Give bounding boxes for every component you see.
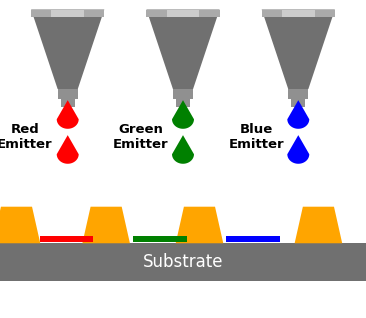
FancyBboxPatch shape xyxy=(176,89,190,107)
FancyBboxPatch shape xyxy=(262,10,335,17)
FancyBboxPatch shape xyxy=(146,10,220,17)
FancyBboxPatch shape xyxy=(173,89,178,99)
FancyBboxPatch shape xyxy=(282,10,315,17)
FancyBboxPatch shape xyxy=(167,10,199,17)
Polygon shape xyxy=(31,10,104,89)
Polygon shape xyxy=(287,135,309,164)
Polygon shape xyxy=(172,100,194,129)
Text: Substrate: Substrate xyxy=(143,253,223,271)
Polygon shape xyxy=(146,10,220,89)
FancyBboxPatch shape xyxy=(288,89,293,99)
Polygon shape xyxy=(57,100,79,129)
Text: Blue
Emitter: Blue Emitter xyxy=(228,123,284,151)
FancyBboxPatch shape xyxy=(133,236,187,242)
Text: Green
Emitter: Green Emitter xyxy=(113,123,169,151)
Polygon shape xyxy=(57,135,79,164)
FancyBboxPatch shape xyxy=(303,89,308,99)
Polygon shape xyxy=(0,207,40,243)
Polygon shape xyxy=(82,207,130,243)
FancyBboxPatch shape xyxy=(73,89,78,99)
FancyBboxPatch shape xyxy=(40,236,93,242)
FancyBboxPatch shape xyxy=(31,10,104,17)
FancyBboxPatch shape xyxy=(58,89,63,99)
FancyBboxPatch shape xyxy=(51,10,84,17)
FancyBboxPatch shape xyxy=(226,236,280,242)
Polygon shape xyxy=(295,207,342,243)
FancyBboxPatch shape xyxy=(188,89,193,99)
FancyBboxPatch shape xyxy=(61,89,75,107)
Polygon shape xyxy=(176,207,223,243)
Text: Red
Emitter: Red Emitter xyxy=(0,123,53,151)
FancyBboxPatch shape xyxy=(0,243,366,281)
Polygon shape xyxy=(262,10,335,89)
FancyBboxPatch shape xyxy=(291,89,305,107)
Polygon shape xyxy=(287,100,309,129)
Polygon shape xyxy=(172,135,194,164)
